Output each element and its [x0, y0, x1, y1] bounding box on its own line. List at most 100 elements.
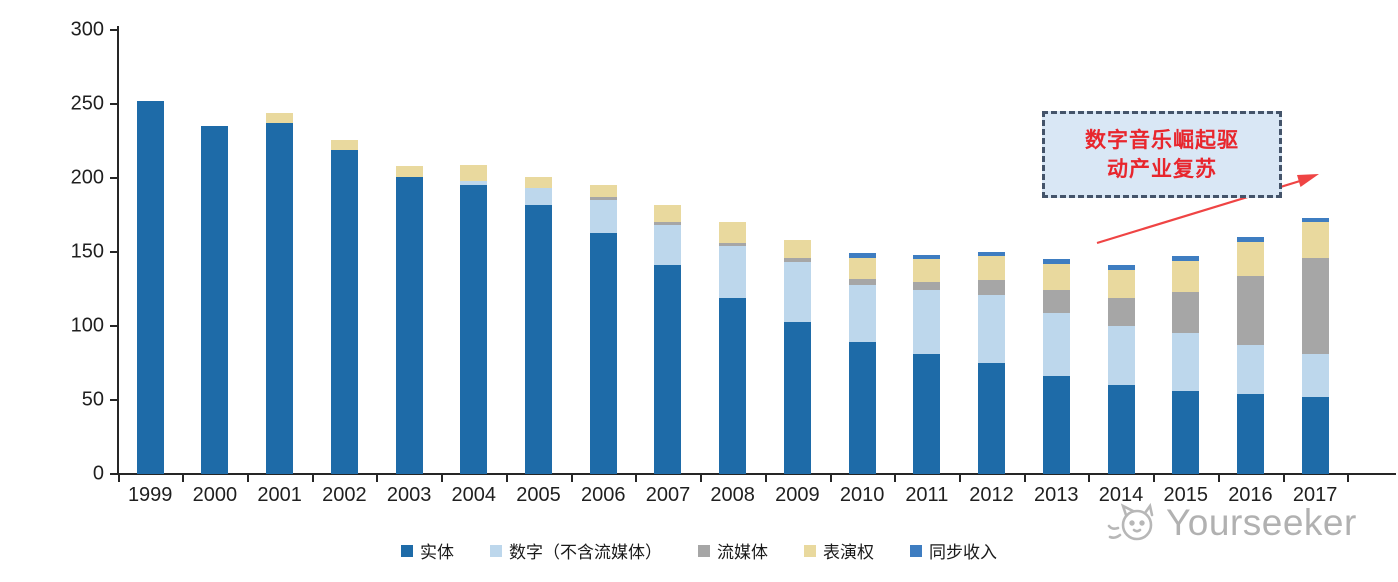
- x-tick-label: 2007: [645, 484, 691, 506]
- x-tick-mark: [1023, 474, 1026, 482]
- legend-label: 实体: [420, 543, 454, 562]
- bar-segment-2013: [1042, 312, 1070, 377]
- bar-segment-2010: [848, 253, 876, 258]
- bar-segment-2002: [330, 149, 358, 474]
- y-tick-label: 50: [81, 388, 104, 411]
- y-tick-mark: [110, 103, 118, 105]
- bar-segment-2016: [1236, 345, 1264, 395]
- x-tick-label: 2001: [257, 484, 302, 506]
- legend-marker-icon: [804, 544, 816, 557]
- x-axis-line: [110, 473, 1396, 475]
- bar-segment-2011: [913, 259, 941, 282]
- legend-label: 数字（不含流媒体）: [509, 543, 662, 562]
- bar-segment-2006: [589, 185, 617, 198]
- y-tick-label: 250: [70, 92, 104, 115]
- x-tick-mark: [1153, 474, 1156, 482]
- x-tick-label: 2003: [386, 484, 432, 506]
- y-tick-label: 300: [70, 18, 104, 41]
- x-tick-mark: [247, 474, 250, 482]
- x-tick-label: 2004: [451, 484, 497, 506]
- legend-item: 流媒体: [698, 538, 768, 563]
- bar-segment-2012: [978, 252, 1006, 257]
- x-tick-mark: [829, 474, 832, 482]
- x-tick-label: 2017: [1292, 484, 1338, 506]
- x-tick-mark: [1217, 474, 1220, 482]
- x-tick-mark: [376, 474, 379, 482]
- bar-segment-2006: [589, 200, 617, 233]
- x-tick-mark: [1282, 474, 1285, 482]
- bar-segment-2015: [1172, 260, 1200, 292]
- y-tick-label: 100: [70, 314, 104, 337]
- x-tick-label: 2006: [580, 484, 626, 506]
- bar-segment-2006: [589, 232, 617, 474]
- bar-segment-2017: [1301, 222, 1329, 258]
- bar-segment-2013: [1042, 263, 1070, 291]
- bar-segment-2012: [978, 256, 1006, 281]
- bar-segment-1999: [136, 101, 164, 474]
- bar-segment-2009: [783, 240, 811, 258]
- y-tick-mark: [110, 399, 118, 401]
- bar-segment-2006: [589, 197, 617, 201]
- x-tick-mark: [1347, 474, 1350, 482]
- yourseeker-logo-icon: [1107, 502, 1154, 541]
- bar-segment-2013: [1042, 376, 1070, 474]
- x-tick-mark: [894, 474, 897, 482]
- annotation-arrowhead-icon: [1297, 174, 1319, 187]
- bar-segment-2012: [978, 280, 1006, 295]
- legend-item: 实体: [401, 538, 454, 563]
- bar-segment-2012: [978, 363, 1006, 474]
- x-tick-label: 2008: [710, 484, 755, 506]
- legend-item: 表演权: [804, 538, 874, 563]
- legend-label: 同步收入: [929, 543, 997, 562]
- watermark-text: Yourseeker: [1166, 502, 1357, 543]
- bar-segment-2009: [783, 257, 811, 263]
- x-tick-label: 2013: [1034, 484, 1079, 506]
- bar-segment-2002: [330, 139, 358, 150]
- bar-segment-2007: [654, 265, 682, 474]
- y-axis-line: [117, 26, 119, 475]
- bar-segment-2003: [395, 166, 423, 177]
- bar-segment-2013: [1042, 259, 1070, 264]
- x-tick-label: 2002: [322, 484, 367, 506]
- x-tick-label: 2000: [192, 484, 238, 506]
- bar-segment-2015: [1172, 291, 1200, 334]
- bar-segment-2017: [1301, 257, 1329, 355]
- bar-segment-2001: [266, 123, 294, 474]
- legend-marker-icon: [490, 544, 502, 557]
- legend-label: 流媒体: [717, 543, 768, 562]
- bar-segment-2016: [1236, 241, 1264, 276]
- x-tick-mark: [1088, 474, 1091, 482]
- bar-segment-2005: [525, 176, 553, 189]
- bar-segment-2001: [266, 112, 294, 124]
- x-tick-label: 2010: [839, 484, 885, 506]
- x-tick-mark: [700, 474, 703, 482]
- legend-marker-icon: [698, 544, 710, 557]
- x-tick-mark: [311, 474, 314, 482]
- y-tick-label: 150: [70, 240, 104, 263]
- bar-segment-2016: [1236, 275, 1264, 346]
- annotation-callout: 数字音乐崛起驱 动产业复苏: [1042, 111, 1282, 198]
- x-tick-mark: [570, 474, 573, 482]
- bar-segment-2004: [460, 180, 488, 186]
- bar-segment-2016: [1236, 394, 1264, 474]
- bar-segment-2007: [654, 225, 682, 266]
- x-tick-label: 2005: [516, 484, 561, 506]
- bar-segment-2014: [1107, 326, 1135, 386]
- watermark: Yourseeker: [1104, 496, 1357, 550]
- bar-segment-2004: [460, 164, 488, 181]
- legend-marker-icon: [910, 544, 922, 557]
- bar-segment-2008: [719, 246, 747, 298]
- bar-segment-2015: [1172, 256, 1200, 261]
- bar-segment-2014: [1107, 269, 1135, 298]
- x-tick-mark: [958, 474, 961, 482]
- bar-segment-2008: [719, 297, 747, 474]
- x-tick-label: 2009: [775, 484, 820, 506]
- bar-segment-2016: [1236, 237, 1264, 242]
- bar-segment-2010: [848, 284, 876, 343]
- bar-segment-2000: [201, 126, 229, 474]
- x-tick-mark: [441, 474, 444, 482]
- x-tick-label: 2015: [1163, 484, 1208, 506]
- x-tick-label: 2011: [905, 484, 949, 506]
- bar-segment-2008: [719, 243, 747, 247]
